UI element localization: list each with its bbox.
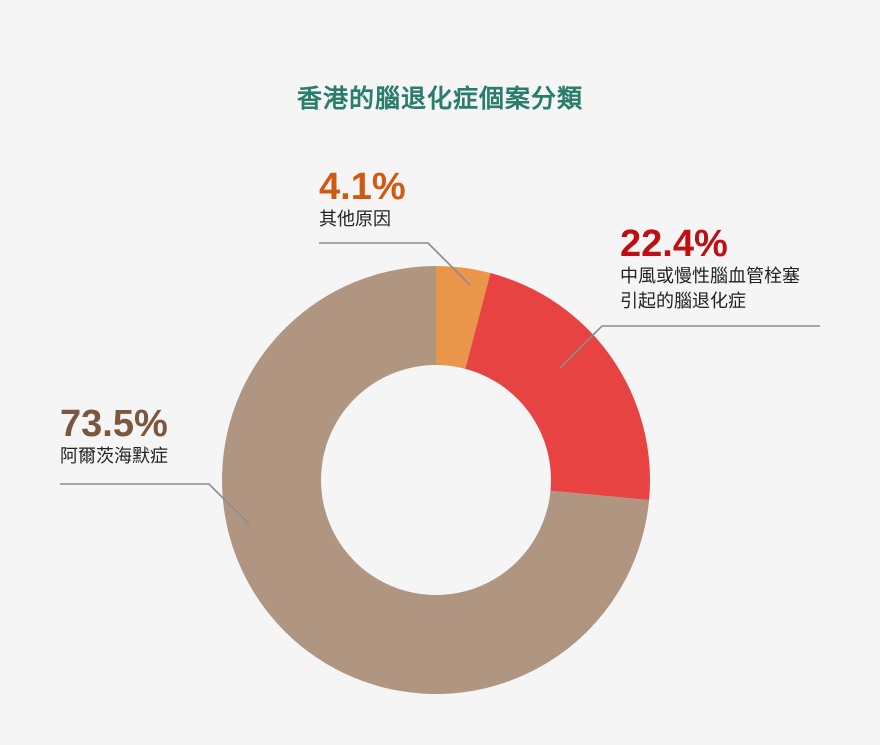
slice-percent-vascular: 22.4%	[620, 223, 728, 265]
donut-hole	[321, 365, 551, 595]
slice-label-vascular-line2: 引起的腦退化症	[620, 291, 746, 312]
slice-label-alzheimers: 阿爾茨海默症	[60, 446, 168, 467]
slice-label-other: 其他原因	[319, 209, 391, 230]
slice-percent-alzheimers: 73.5%	[60, 403, 168, 445]
slice-label-vascular-line1: 中風或慢性腦血管栓塞	[620, 266, 800, 287]
slice-percent-other: 4.1%	[319, 166, 406, 208]
leader-line-alzheimers	[60, 483, 250, 525]
leader-line-other	[319, 242, 471, 286]
chart-title: 香港的腦退化症個案分類	[296, 84, 583, 113]
leader-line-vascular	[559, 325, 820, 369]
